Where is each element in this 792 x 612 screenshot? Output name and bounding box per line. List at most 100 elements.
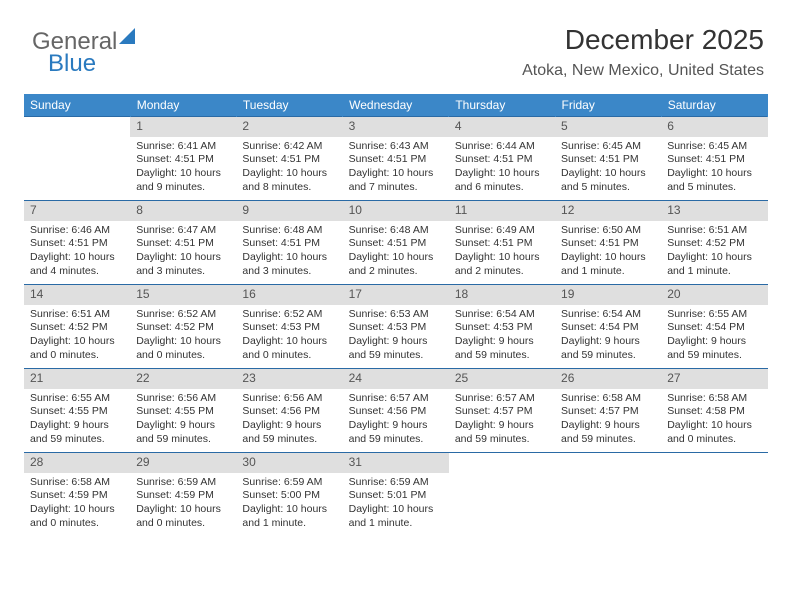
logo-sub: Blue xyxy=(48,50,96,78)
day-number: 11 xyxy=(449,201,555,221)
day-body: Sunrise: 6:56 AMSunset: 4:55 PMDaylight:… xyxy=(130,389,236,451)
day-sunset: Sunset: 4:59 PM xyxy=(30,489,124,503)
day-sunset: Sunset: 4:57 PM xyxy=(561,405,655,419)
day-body: Sunrise: 6:51 AMSunset: 4:52 PMDaylight:… xyxy=(24,305,130,367)
day-daylight2: and 8 minutes. xyxy=(242,181,336,195)
calendar-day-cell: 2Sunrise: 6:42 AMSunset: 4:51 PMDaylight… xyxy=(236,117,342,201)
day-sunset: Sunset: 5:00 PM xyxy=(242,489,336,503)
day-sunset: Sunset: 4:51 PM xyxy=(242,237,336,251)
day-daylight1: Daylight: 10 hours xyxy=(242,335,336,349)
day-sunrise: Sunrise: 6:43 AM xyxy=(349,140,443,154)
day-sunset: Sunset: 4:53 PM xyxy=(455,321,549,335)
day-sunrise: Sunrise: 6:53 AM xyxy=(349,308,443,322)
calendar-day-cell: 31Sunrise: 6:59 AMSunset: 5:01 PMDayligh… xyxy=(343,453,449,537)
day-daylight2: and 3 minutes. xyxy=(242,265,336,279)
day-daylight1: Daylight: 9 hours xyxy=(561,419,655,433)
day-body: Sunrise: 6:55 AMSunset: 4:54 PMDaylight:… xyxy=(661,305,767,367)
day-daylight2: and 6 minutes. xyxy=(455,181,549,195)
day-daylight2: and 0 minutes. xyxy=(30,349,124,363)
day-sunrise: Sunrise: 6:57 AM xyxy=(349,392,443,406)
day-body xyxy=(661,457,767,464)
day-daylight2: and 5 minutes. xyxy=(561,181,655,195)
day-daylight1: Daylight: 10 hours xyxy=(349,503,443,517)
calendar-day-cell: 25Sunrise: 6:57 AMSunset: 4:57 PMDayligh… xyxy=(449,369,555,453)
calendar-day-cell: 1Sunrise: 6:41 AMSunset: 4:51 PMDaylight… xyxy=(130,117,236,201)
day-daylight1: Daylight: 10 hours xyxy=(242,167,336,181)
day-daylight2: and 59 minutes. xyxy=(349,433,443,447)
day-sunrise: Sunrise: 6:56 AM xyxy=(136,392,230,406)
day-number: 6 xyxy=(661,117,767,137)
day-sunrise: Sunrise: 6:59 AM xyxy=(136,476,230,490)
day-daylight2: and 59 minutes. xyxy=(455,433,549,447)
day-body: Sunrise: 6:46 AMSunset: 4:51 PMDaylight:… xyxy=(24,221,130,283)
day-sunrise: Sunrise: 6:45 AM xyxy=(667,140,761,154)
calendar-day-cell: 28Sunrise: 6:58 AMSunset: 4:59 PMDayligh… xyxy=(24,453,130,537)
calendar-day-cell: 11Sunrise: 6:49 AMSunset: 4:51 PMDayligh… xyxy=(449,201,555,285)
page-title: December 2025 xyxy=(522,24,764,56)
day-daylight1: Daylight: 9 hours xyxy=(455,335,549,349)
day-daylight2: and 4 minutes. xyxy=(30,265,124,279)
day-body: Sunrise: 6:45 AMSunset: 4:51 PMDaylight:… xyxy=(661,137,767,199)
calendar-day-cell: 26Sunrise: 6:58 AMSunset: 4:57 PMDayligh… xyxy=(555,369,661,453)
day-number: 16 xyxy=(236,285,342,305)
day-sunrise: Sunrise: 6:48 AM xyxy=(242,224,336,238)
day-number: 23 xyxy=(236,369,342,389)
day-daylight2: and 1 minute. xyxy=(561,265,655,279)
day-daylight1: Daylight: 10 hours xyxy=(667,419,761,433)
calendar-day-cell: 16Sunrise: 6:52 AMSunset: 4:53 PMDayligh… xyxy=(236,285,342,369)
day-body: Sunrise: 6:43 AMSunset: 4:51 PMDaylight:… xyxy=(343,137,449,199)
day-number: 7 xyxy=(24,201,130,221)
day-body xyxy=(449,457,555,464)
day-daylight1: Daylight: 9 hours xyxy=(30,419,124,433)
day-sunrise: Sunrise: 6:55 AM xyxy=(30,392,124,406)
calendar-day-cell: 29Sunrise: 6:59 AMSunset: 4:59 PMDayligh… xyxy=(130,453,236,537)
day-number: 14 xyxy=(24,285,130,305)
weekday-header: Sunday xyxy=(24,94,130,117)
day-number: 24 xyxy=(343,369,449,389)
day-daylight1: Daylight: 10 hours xyxy=(136,167,230,181)
day-body: Sunrise: 6:55 AMSunset: 4:55 PMDaylight:… xyxy=(24,389,130,451)
weekday-header-row: Sunday Monday Tuesday Wednesday Thursday… xyxy=(24,94,768,117)
day-daylight2: and 59 minutes. xyxy=(30,433,124,447)
day-daylight2: and 2 minutes. xyxy=(455,265,549,279)
day-daylight2: and 1 minute. xyxy=(667,265,761,279)
day-body: Sunrise: 6:57 AMSunset: 4:57 PMDaylight:… xyxy=(449,389,555,451)
day-daylight2: and 1 minute. xyxy=(242,517,336,531)
day-sunrise: Sunrise: 6:59 AM xyxy=(349,476,443,490)
day-sunrise: Sunrise: 6:42 AM xyxy=(242,140,336,154)
calendar-day-cell: 13Sunrise: 6:51 AMSunset: 4:52 PMDayligh… xyxy=(661,201,767,285)
calendar-day-cell: 30Sunrise: 6:59 AMSunset: 5:00 PMDayligh… xyxy=(236,453,342,537)
weekday-header: Thursday xyxy=(449,94,555,117)
day-sunset: Sunset: 4:58 PM xyxy=(667,405,761,419)
day-number: 30 xyxy=(236,453,342,473)
logo-text-blue: Blue xyxy=(48,50,96,78)
day-daylight2: and 2 minutes. xyxy=(349,265,443,279)
calendar-week-row: 1Sunrise: 6:41 AMSunset: 4:51 PMDaylight… xyxy=(24,117,768,201)
day-sunset: Sunset: 4:52 PM xyxy=(667,237,761,251)
day-sunset: Sunset: 5:01 PM xyxy=(349,489,443,503)
day-number: 18 xyxy=(449,285,555,305)
day-sunset: Sunset: 4:51 PM xyxy=(667,153,761,167)
day-daylight2: and 0 minutes. xyxy=(136,349,230,363)
day-sunset: Sunset: 4:51 PM xyxy=(30,237,124,251)
location-text: Atoka, New Mexico, United States xyxy=(522,62,764,80)
day-sunrise: Sunrise: 6:41 AM xyxy=(136,140,230,154)
calendar-day-cell xyxy=(24,117,130,201)
calendar-day-cell: 22Sunrise: 6:56 AMSunset: 4:55 PMDayligh… xyxy=(130,369,236,453)
day-daylight1: Daylight: 9 hours xyxy=(667,335,761,349)
day-sunrise: Sunrise: 6:44 AM xyxy=(455,140,549,154)
day-daylight2: and 59 minutes. xyxy=(349,349,443,363)
calendar-day-cell: 5Sunrise: 6:45 AMSunset: 4:51 PMDaylight… xyxy=(555,117,661,201)
calendar-table: Sunday Monday Tuesday Wednesday Thursday… xyxy=(24,94,768,537)
day-sunset: Sunset: 4:51 PM xyxy=(455,237,549,251)
day-daylight1: Daylight: 9 hours xyxy=(136,419,230,433)
day-daylight2: and 59 minutes. xyxy=(561,433,655,447)
day-sunrise: Sunrise: 6:59 AM xyxy=(242,476,336,490)
day-sunset: Sunset: 4:57 PM xyxy=(455,405,549,419)
day-sunrise: Sunrise: 6:55 AM xyxy=(667,308,761,322)
day-daylight2: and 59 minutes. xyxy=(242,433,336,447)
day-number: 21 xyxy=(24,369,130,389)
day-body: Sunrise: 6:54 AMSunset: 4:54 PMDaylight:… xyxy=(555,305,661,367)
calendar-day-cell: 20Sunrise: 6:55 AMSunset: 4:54 PMDayligh… xyxy=(661,285,767,369)
calendar-day-cell: 6Sunrise: 6:45 AMSunset: 4:51 PMDaylight… xyxy=(661,117,767,201)
